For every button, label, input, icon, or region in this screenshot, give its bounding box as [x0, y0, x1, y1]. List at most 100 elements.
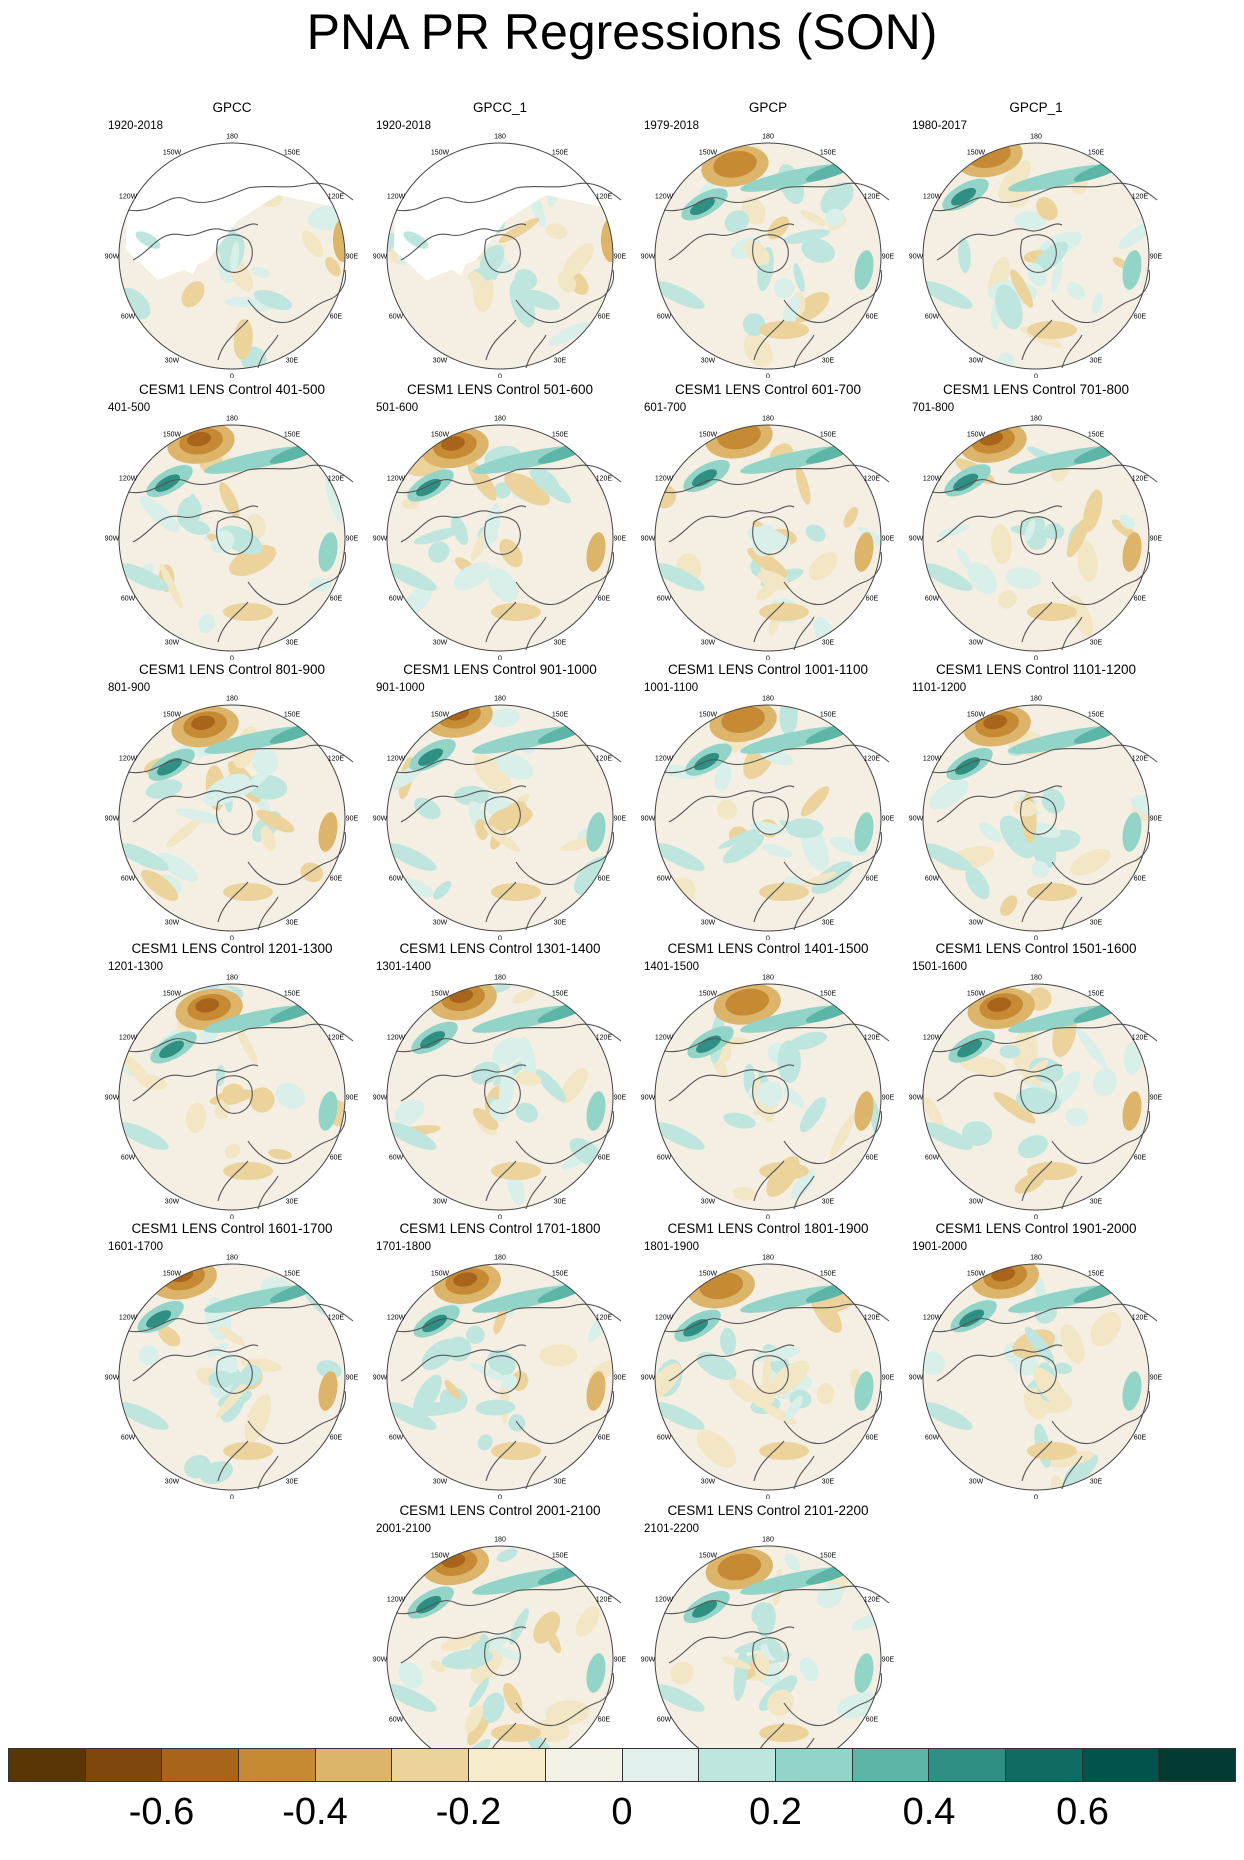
- coastline: [484, 1637, 521, 1676]
- coastline: [668, 505, 795, 543]
- coastline: [485, 881, 547, 931]
- panel-years: 1001-1100: [644, 682, 699, 694]
- panel-years: 1301-1400: [376, 961, 431, 973]
- anomaly-patch: [718, 826, 766, 849]
- anomaly-patch: [184, 1454, 211, 1479]
- anomaly-patch: [967, 562, 998, 595]
- anomaly-patch: [1122, 1371, 1142, 1411]
- coastline: [663, 1303, 890, 1333]
- longitude-label: 90E: [614, 536, 627, 543]
- longitude-label: 150W: [699, 1271, 718, 1278]
- anomaly-patch: [203, 773, 250, 807]
- longitude-label: 120W: [119, 1315, 138, 1322]
- coastline: [931, 182, 1158, 212]
- coastline: [1020, 1075, 1057, 1114]
- map-boundary: [118, 1263, 346, 1491]
- longitude-label: 120W: [655, 756, 674, 763]
- coastline: [668, 1064, 795, 1102]
- anomaly-patch: [789, 1031, 828, 1050]
- coastline: [663, 744, 890, 774]
- anomaly-patch: [119, 843, 169, 871]
- anomaly-patch: [766, 1638, 786, 1663]
- polar-map: 180 150E 120E 90E 60E 30E 0 30W 60W 90W 120W 150W: [373, 696, 627, 941]
- panel-years: 1401-1500: [644, 961, 699, 973]
- map-panel: 180 150E 120E 90E 60E 30E 0 30W 60W 90W 120W 150W CE…: [634, 941, 902, 1219]
- coastline: [663, 1023, 890, 1053]
- longitude-label: 60E: [330, 1155, 343, 1162]
- anomaly-patch: [586, 1653, 606, 1693]
- anomaly-patch: [493, 1306, 507, 1335]
- anomaly-patch: [387, 1684, 437, 1712]
- longitude-label: 120E: [1132, 756, 1149, 763]
- anomaly-patch: [185, 1102, 207, 1134]
- anomaly-patch: [1077, 541, 1098, 583]
- panel-title: CESM1 LENS Control 1501-1600: [935, 941, 1137, 956]
- map-boundary: [118, 704, 346, 932]
- longitude-label: 90E: [882, 1657, 895, 1664]
- anomaly-patch: [800, 210, 827, 226]
- anomaly-patch: [754, 1649, 770, 1681]
- longitude-label: 120W: [923, 756, 942, 763]
- coastline: [132, 1064, 259, 1102]
- west-coast-wet-anomaly: [953, 473, 979, 492]
- coastline: [931, 744, 1158, 774]
- anomaly-patch: [670, 1661, 694, 1685]
- longitude-label: 180: [762, 1255, 774, 1262]
- polar-map: 180 150E 120E 90E 60E 30E 0 30W 60W 90W 120W 150W: [373, 975, 627, 1220]
- coastline: [484, 234, 521, 273]
- map-boundary: [654, 142, 882, 370]
- anomaly-patch: [302, 230, 324, 258]
- map-boundary: [922, 704, 1150, 932]
- anomaly-patch: [696, 1429, 737, 1468]
- anomaly-patch: [1005, 567, 1041, 590]
- anomaly-patch: [318, 1371, 338, 1411]
- anomaly-patch: [158, 1326, 181, 1347]
- longitude-label: 150E: [552, 1271, 569, 1278]
- coastline: [668, 1344, 795, 1382]
- longitude-label: 60E: [598, 876, 611, 883]
- longitude-label: 30E: [554, 357, 567, 364]
- longitude-label: 120W: [923, 1035, 942, 1042]
- longitude-label: 30E: [286, 357, 299, 364]
- west-coast-wet-anomaly: [157, 758, 183, 776]
- longitude-label: 90E: [882, 816, 895, 823]
- longitude-label: 180: [494, 696, 506, 703]
- anomaly-patch: [545, 1700, 590, 1726]
- anomaly-patch: [724, 210, 749, 233]
- longitude-label: 60W: [657, 596, 672, 603]
- map-boundary: [386, 424, 614, 652]
- longitude-label: 150W: [163, 432, 182, 439]
- anomaly-patch: [574, 856, 611, 896]
- panel-years: 1501-1600: [912, 961, 967, 973]
- anomaly-patch: [760, 1643, 777, 1661]
- anomaly-patch: [1033, 241, 1069, 274]
- coastline: [132, 505, 259, 543]
- longitude-label: 150E: [1088, 991, 1105, 998]
- west-coast-wet-anomaly: [146, 1310, 172, 1328]
- anomaly-patch: [499, 801, 527, 828]
- anomaly-patch: [468, 1678, 490, 1708]
- map-panel: 180 150E 120E 90E 60E 30E 0 30W 60W 90W 120W 150W CE…: [366, 941, 634, 1219]
- map-boundary: [386, 1263, 614, 1491]
- longitude-label: 30W: [433, 357, 448, 364]
- anomaly-patch: [757, 570, 790, 590]
- anomaly-patch: [145, 779, 183, 799]
- longitude-label: 60E: [866, 1155, 879, 1162]
- anomaly-patch: [1090, 1311, 1121, 1347]
- anomaly-patch: [938, 524, 970, 537]
- longitude-label: 150W: [699, 432, 718, 439]
- longitude-label: 150E: [552, 991, 569, 998]
- anomaly-patch: [491, 883, 541, 901]
- longitude-label: 150W: [431, 150, 450, 157]
- anomaly-patch: [747, 547, 788, 578]
- longitude-label: 180: [1030, 416, 1042, 423]
- anomaly-patch: [978, 821, 1002, 843]
- longitude-label: 90W: [373, 1657, 388, 1664]
- longitude-label: 30E: [822, 639, 835, 646]
- map-panel: 180 150E 120E 90E 60E 30E 0 30W 60W 90W 120W 150W CE…: [98, 1221, 366, 1499]
- polar-map: 180 150E 120E 90E 60E 30E 0 30W 60W 90W 120W 150W: [373, 1255, 627, 1500]
- anomaly-patch: [496, 1548, 518, 1563]
- precip-field: [655, 1267, 874, 1468]
- longitude-label: 60E: [598, 1435, 611, 1442]
- missing-data-region: [168, 210, 208, 275]
